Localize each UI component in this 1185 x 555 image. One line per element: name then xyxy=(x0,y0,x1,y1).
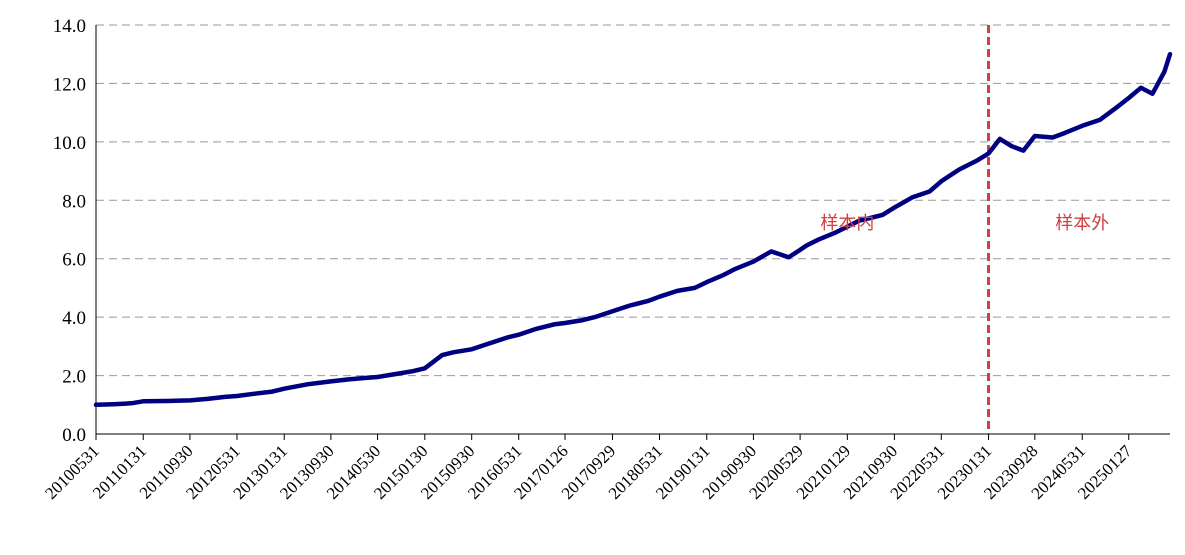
y-tick-label: 0.0 xyxy=(62,425,86,446)
annotation-label: 样本内 xyxy=(820,213,874,234)
series-layer xyxy=(93,51,1173,408)
y-tick-label: 2.0 xyxy=(62,367,86,388)
y-tick-label: 12.0 xyxy=(53,74,86,95)
y-tick-label: 14.0 xyxy=(53,16,86,37)
annotation-label: 样本外 xyxy=(1055,213,1109,234)
y-tick-label: 10.0 xyxy=(53,133,86,154)
gridlines xyxy=(96,24,1170,377)
annotations: 样本内 样本外 xyxy=(820,213,1109,234)
y-axis: 0.0 2.0 4.0 6.0 8.0 10.0 12.0 14.0 xyxy=(53,16,97,446)
x-axis: 2010053120110131201109302012053120130131… xyxy=(41,433,1170,503)
series-line xyxy=(93,51,1173,408)
y-tick-label: 6.0 xyxy=(62,250,86,271)
y-tick-label: 8.0 xyxy=(62,191,86,212)
y-tick-label: 4.0 xyxy=(62,308,86,329)
